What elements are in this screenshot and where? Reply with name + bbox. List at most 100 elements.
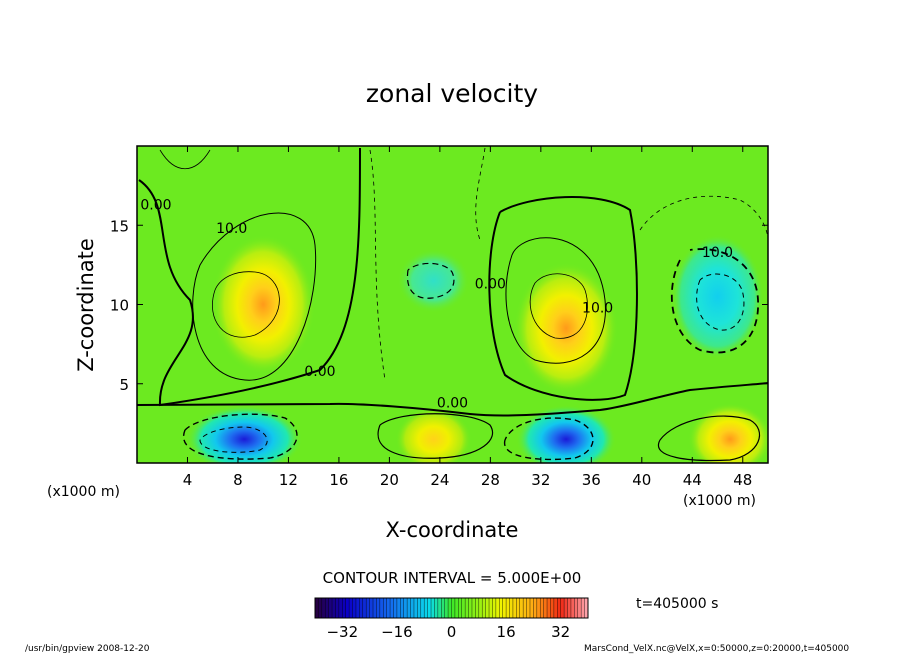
colorbar-cell — [434, 598, 439, 618]
footer-left: /usr/bin/gpview 2008-12-20 — [25, 644, 150, 654]
colorbar-cell — [536, 598, 541, 618]
colorbar-cell — [564, 598, 568, 618]
colorbar-cell — [581, 598, 585, 618]
colorbar-cell — [379, 598, 384, 618]
colorbar-tick-label-5: 32 — [551, 623, 570, 641]
footer-right: MarsCond_VelX.nc@VelX,x=0:50000,z=0:2000… — [584, 644, 849, 654]
colorbar-cell — [516, 598, 521, 618]
colorbar-cell — [376, 598, 381, 618]
contour-line-8 — [406, 262, 455, 299]
contour-line-10 — [696, 273, 745, 331]
contour-line-12 — [199, 426, 268, 453]
colorbar-cell — [557, 598, 561, 618]
colorbar-cell — [523, 598, 527, 618]
contour-line-1 — [138, 147, 361, 407]
contour-line-3 — [212, 271, 280, 338]
colorbar-cell — [547, 598, 551, 618]
colorbar-cell — [328, 598, 333, 618]
colorbar-cell — [519, 598, 524, 618]
colorbar-cell — [448, 598, 452, 618]
colorbar-cell — [492, 598, 497, 618]
y-axis-ticks: 5 10 15 — [110, 217, 768, 394]
colorbar-cell — [475, 598, 480, 618]
colorbar-cell — [529, 598, 534, 618]
contour-line-4 — [137, 382, 768, 417]
contour-line-6 — [505, 237, 606, 364]
colorbar-cell — [502, 598, 507, 618]
colorbar-cell — [345, 598, 350, 618]
contour-line-2 — [192, 212, 317, 381]
colorbar-cell — [478, 598, 483, 618]
x-tick-label-6: 24 — [430, 471, 449, 489]
field-extremum-6 — [516, 405, 617, 463]
field-extremum-1 — [211, 234, 316, 375]
x-tick-label-2: 8 — [233, 471, 243, 489]
y-tick-label-1: 5 — [119, 376, 129, 394]
y-axis-label: Z-coordinate — [74, 238, 98, 372]
colorbar-cell — [349, 598, 353, 618]
field-extremum-2 — [514, 262, 619, 395]
contour-label-5: 0.00 — [475, 277, 506, 293]
colorbar-cell — [574, 598, 579, 618]
colorbar-cell — [332, 598, 336, 618]
colorbar-frame — [314, 597, 589, 619]
contour-label-6: 10.0 — [582, 300, 613, 316]
colorbar-cell — [417, 598, 422, 618]
colorbar-cell — [458, 598, 463, 618]
colorbar-cell — [342, 598, 347, 618]
field-extremum-4 — [397, 248, 470, 313]
plot-area — [137, 146, 768, 463]
x-unit-right: (x1000 m) — [683, 493, 756, 509]
colorbar-cell — [355, 598, 360, 618]
colorbar-cell — [393, 598, 398, 618]
contour-label-3: 0.00 — [304, 364, 335, 380]
colorbar-cell — [499, 598, 503, 618]
colorbar-cell — [352, 598, 357, 618]
colorbar-cell — [533, 598, 538, 618]
colorbar-cell — [482, 598, 486, 618]
colorbar-cell — [315, 598, 319, 618]
colorbar-tick-label-1: −32 — [326, 623, 358, 641]
colorbar-cell — [489, 598, 493, 618]
colorbar-cell — [410, 598, 415, 618]
x-tick-label-8: 32 — [531, 471, 550, 489]
contour-line-5 — [488, 196, 638, 401]
colorbar-cell — [567, 598, 572, 618]
contour-line-17 — [369, 149, 386, 381]
colorbar-cell — [543, 598, 548, 618]
colorbar-cell — [471, 598, 476, 618]
field-shading — [186, 234, 768, 463]
colorbar-cell — [577, 598, 582, 618]
colorbar-cell — [512, 598, 517, 618]
colorbar-cell — [396, 598, 401, 618]
colorbar-cell — [424, 598, 428, 618]
colorbar-cell — [495, 598, 500, 618]
y-tick-label-3: 15 — [110, 217, 129, 235]
colorbar-cell — [485, 598, 490, 618]
colorbar-cell — [560, 598, 565, 618]
colorbar-cell — [550, 598, 555, 618]
colorbar-cell — [359, 598, 364, 618]
contour-line-18 — [639, 195, 768, 241]
x-tick-label-9: 36 — [582, 471, 601, 489]
x-tick-label-1: 4 — [183, 471, 193, 489]
colorbar-cell — [321, 598, 326, 618]
colorbar-cell — [420, 598, 425, 618]
contour-line-19 — [159, 149, 211, 169]
colorbar-tick-label-4: 16 — [497, 623, 516, 641]
colorbar-cell — [444, 598, 449, 618]
colorbar-cell — [468, 598, 473, 618]
contour-line-15 — [657, 415, 761, 462]
contour-lines — [137, 147, 768, 462]
colorbar-cell — [451, 598, 456, 618]
colorbar-cell — [526, 598, 531, 618]
colorbar-cell — [461, 598, 466, 618]
colorbar-cell — [338, 598, 343, 618]
x-axis-label: X-coordinate — [386, 518, 519, 542]
colorbar-cell — [390, 598, 394, 618]
colorbar-cell — [373, 598, 377, 618]
colorbar-cell — [407, 598, 411, 618]
x-tick-label-3: 12 — [279, 471, 298, 489]
x-axis-ticks: 4 8 12 16 20 24 28 32 36 40 44 48 — [183, 146, 752, 489]
colorbar-cell — [369, 598, 374, 618]
